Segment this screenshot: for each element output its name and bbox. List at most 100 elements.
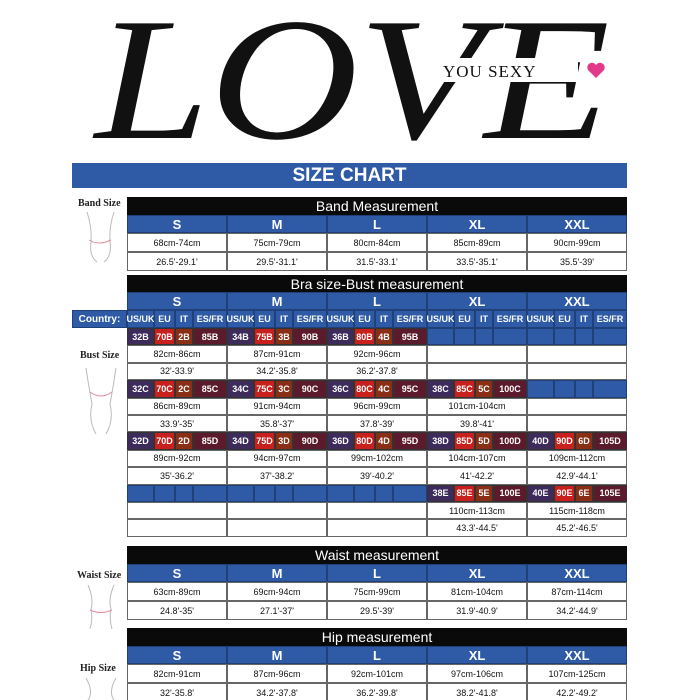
body-silhouettes — [85, 211, 117, 700]
blank-cell — [154, 484, 175, 502]
measure-cell — [127, 502, 227, 520]
blank-cell — [227, 484, 254, 502]
blank-cell — [175, 484, 193, 502]
bra-size-code: 40D — [527, 432, 554, 450]
bra-size-code: 2B — [175, 328, 193, 346]
country-header: US/UK — [427, 310, 455, 328]
heart-icon — [587, 62, 605, 78]
logo-tagline: YOU SEXY — [443, 62, 536, 81]
size-header: XL — [427, 215, 527, 233]
bra-size-code: 100D — [493, 432, 527, 450]
measure-cell: 39.8'-41' — [427, 415, 527, 433]
measure-cell: 33.5'-35.1' — [427, 252, 527, 271]
measure-cell: 31.5'-33.1' — [327, 252, 427, 271]
bra-size-code: 3D — [275, 432, 293, 450]
country-header: US/UK — [527, 310, 555, 328]
measure-cell: 36.2'-39.8' — [327, 683, 427, 700]
bra-size-code: 38D — [427, 432, 454, 450]
measure-cell: 85cm-89cm — [427, 233, 527, 252]
size-header: XXL — [527, 564, 627, 582]
blank-cell — [293, 484, 327, 502]
size-header: L — [327, 564, 427, 582]
bra-size-code: 85D — [454, 432, 475, 450]
bra-size-code: 32D — [127, 432, 154, 450]
country-header: EU — [554, 310, 575, 328]
blank-cell — [575, 328, 593, 346]
measure-cell: 31.9'-40.9' — [427, 601, 527, 620]
bra-size-code: 105D — [593, 432, 627, 450]
size-header: L — [327, 215, 427, 233]
measure-cell: 45.2'-46.5' — [527, 519, 627, 537]
measure-cell: 34.2'-35.8' — [227, 362, 327, 381]
measure-cell — [527, 362, 627, 381]
measure-cell — [327, 519, 427, 537]
blank-cell — [427, 328, 454, 346]
country-header: EU — [454, 310, 475, 328]
bra-size-code: 36D — [327, 432, 354, 450]
measure-cell: 42.9'-44.1' — [527, 467, 627, 485]
blank-cell — [527, 328, 554, 346]
measure-cell: 82cm-91cm — [127, 664, 227, 683]
bra-size-code: 38E — [427, 484, 454, 502]
measure-cell: 37'-38.2' — [227, 467, 327, 485]
section-header: Bra size-Bust measurement — [127, 275, 627, 292]
blank-cell — [193, 484, 227, 502]
blank-cell — [527, 380, 554, 398]
country-header: ES/FR — [193, 310, 227, 328]
bra-size-code: 32B — [127, 328, 154, 346]
measure-cell: 37.8'-39' — [327, 415, 427, 433]
measure-cell: 86cm-89cm — [127, 397, 227, 415]
country-header: ES/FR — [293, 310, 327, 328]
country-header: IT — [475, 310, 493, 328]
measure-cell: 91cm-94cm — [227, 397, 327, 415]
size-header: XXL — [527, 292, 627, 310]
bra-size-code: 70C — [154, 380, 175, 398]
country-header: EU — [354, 310, 375, 328]
measure-cell: 43.3'-44.5' — [427, 519, 527, 537]
measure-cell: 27.1'-37' — [227, 601, 327, 620]
measure-cell: 94cm-97cm — [227, 449, 327, 468]
blank-cell — [575, 380, 593, 398]
bra-size-code: 70D — [154, 432, 175, 450]
bra-size-code: 100C — [493, 380, 527, 398]
blank-cell — [327, 484, 354, 502]
country-header: ES/FR — [593, 310, 627, 328]
measure-cell: 69cm-94cm — [227, 582, 327, 601]
blank-cell — [393, 484, 427, 502]
blank-cell — [493, 328, 527, 346]
size-chart-title: SIZE CHART — [72, 163, 627, 188]
bra-size-code: 85C — [193, 380, 227, 398]
bra-size-code: 3B — [275, 328, 293, 346]
country-header: ES/FR — [393, 310, 427, 328]
measure-cell: 32'-35.8' — [127, 683, 227, 700]
size-header: XL — [427, 292, 527, 310]
country-header: US/UK — [327, 310, 355, 328]
size-header: M — [227, 564, 327, 582]
measure-cell: 63cm-89cm — [127, 582, 227, 601]
bra-size-code: 32C — [127, 380, 154, 398]
blank-cell — [254, 484, 275, 502]
bra-size-code: 95C — [393, 380, 427, 398]
bra-size-code: 3C — [275, 380, 293, 398]
bra-size-code: 85B — [193, 328, 227, 346]
bra-size-code: 36B — [327, 328, 354, 346]
bra-size-code: 2D — [175, 432, 193, 450]
logo: LOVE YOU SEXY — [91, 0, 610, 160]
side-label: Band Size — [78, 198, 121, 209]
country-header: IT — [375, 310, 393, 328]
bra-size-code: 36C — [327, 380, 354, 398]
bra-size-code: 70B — [154, 328, 175, 346]
blank-cell — [354, 484, 375, 502]
measure-cell — [227, 519, 327, 537]
size-header: M — [227, 646, 327, 664]
measure-cell: 41'-42.2' — [427, 467, 527, 485]
measure-cell: 38.2'-41.8' — [427, 683, 527, 700]
measure-cell: 87cm-91cm — [227, 345, 327, 363]
country-header: IT — [275, 310, 293, 328]
measure-cell: 97cm-106cm — [427, 664, 527, 683]
section-header: Hip measurement — [127, 628, 627, 646]
measure-cell: 35.8'-37' — [227, 415, 327, 433]
measure-cell: 81cm-104cm — [427, 582, 527, 601]
size-header: XL — [427, 564, 527, 582]
bra-size-code: 105E — [593, 484, 627, 502]
